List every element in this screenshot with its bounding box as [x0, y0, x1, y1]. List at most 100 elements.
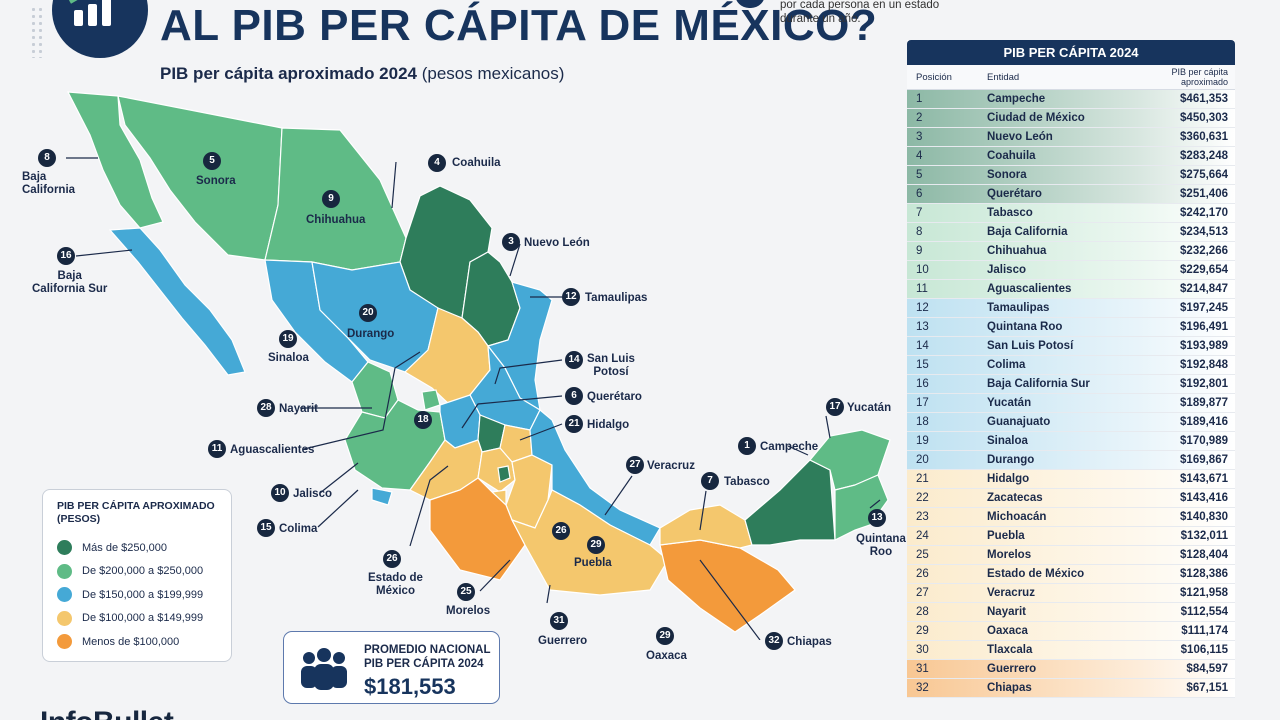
callout-number: 25: [457, 583, 475, 601]
callout-number: 15: [257, 519, 275, 537]
people-icon: [301, 648, 347, 690]
cell-name: Nayarit: [987, 606, 1026, 618]
legend-item: De $200,000 a $250,000: [57, 560, 217, 584]
table-row: 11 Aguascalientes $214,847: [907, 280, 1235, 299]
page-subtitle: PIB per cápita aproximado 2024 (pesos me…: [160, 64, 564, 84]
cell-name: Chihuahua: [987, 245, 1047, 257]
table-row: 12 Tamaulipas $197,245: [907, 299, 1235, 318]
cell-pos: 29: [916, 625, 929, 637]
cell-value: $140,830: [1180, 511, 1228, 523]
table-header: Posición Entidad PIB per cápita aproxima…: [907, 65, 1235, 90]
cell-value: $192,848: [1180, 359, 1228, 371]
cell-value: $189,877: [1180, 397, 1228, 409]
cell-name: Aguascalientes: [987, 283, 1072, 295]
cell-name: Jalisco: [987, 264, 1026, 276]
table-row: 9 Chihuahua $232,266: [907, 242, 1235, 261]
cell-value: $275,664: [1180, 169, 1228, 181]
cell-name: Coahuila: [987, 150, 1036, 162]
cell-pos: 18: [916, 416, 929, 428]
callout-number: 3: [502, 233, 520, 251]
callout-label: Morelos: [446, 605, 491, 617]
callout-number: 27: [626, 456, 644, 474]
legend-swatch: [57, 563, 72, 579]
cell-value: $106,115: [1180, 644, 1228, 656]
cell-name: Guanajuato: [987, 416, 1051, 428]
callout-label: Yucatán: [847, 402, 892, 414]
table-row: 5 Sonora $275,664: [907, 166, 1235, 185]
callout-number: 16: [57, 247, 75, 265]
cell-name: Yucatán: [987, 397, 1032, 409]
cell-pos: 26: [916, 568, 929, 580]
legend-item: De $100,000 a $149,999: [57, 607, 217, 631]
cell-pos: 21: [916, 473, 929, 485]
state-quintana-roo: [834, 474, 889, 541]
table-row: 14 San Luis Potosí $193,989: [907, 337, 1235, 356]
callout-label: Tabasco: [724, 476, 770, 488]
callout-label: Hidalgo: [587, 419, 630, 431]
bar-chart-icon: [69, 0, 111, 26]
callout-number: 20: [359, 304, 377, 322]
callout-label: Jalisco: [293, 488, 332, 500]
table-body: 1 Campeche $461,353 2 Ciudad de México $450,3…: [907, 90, 1235, 698]
subtitle-main: PIB per cápita aproximado 2024: [160, 64, 417, 83]
cell-value: $143,416: [1180, 492, 1228, 504]
table-row: 18 Guanajuato $189,416: [907, 413, 1235, 432]
header-entity: Entidad: [987, 71, 1020, 83]
cell-value: $283,248: [1180, 150, 1228, 162]
table-row: 30 Tlaxcala $106,115: [907, 641, 1235, 660]
cell-value: $360,631: [1180, 131, 1228, 143]
cell-value: $450,303: [1180, 112, 1228, 124]
cell-pos: 23: [916, 511, 929, 523]
cell-name: Veracruz: [987, 587, 1035, 599]
callout-label: Coahuila: [452, 157, 501, 169]
cell-pos: 17: [916, 397, 929, 409]
national-average-label-2: PIB PER CÁPITA 2024: [364, 658, 484, 670]
callout-label: Oaxaca: [646, 650, 687, 662]
legend-item: Menos de $100,000: [57, 630, 217, 654]
cell-value: $128,404: [1180, 549, 1228, 561]
callout-label: Durango: [347, 328, 395, 340]
cell-pos: 4: [916, 150, 923, 162]
cell-value: $192,801: [1180, 378, 1228, 390]
legend-swatch: [57, 634, 72, 650]
cell-pos: 1: [916, 93, 923, 105]
cell-value: $234,513: [1180, 226, 1228, 238]
cell-pos: 11: [916, 283, 928, 295]
header-note: por cada persona en un estado durante un…: [780, 0, 939, 26]
note-line-1: por cada persona en un estado: [780, 0, 940, 11]
callout-number: 9: [322, 190, 340, 208]
national-average-value: $181,553: [364, 674, 456, 699]
state-tabasco: [659, 504, 753, 549]
callout-label: Baja California: [22, 171, 76, 196]
table-row: 8 Baja California $234,513: [907, 223, 1235, 242]
table-row: 19 Sinaloa $170,989: [907, 432, 1235, 451]
header-value: PIB per cápita aproximado: [1171, 67, 1228, 87]
info-icon: [735, 0, 765, 8]
table-row: 31 Guerrero $84,597: [907, 660, 1235, 679]
cell-pos: 9: [916, 245, 923, 257]
state-ciudad-de-mexico: [497, 465, 511, 483]
callout-label: Tamaulipas: [585, 292, 648, 304]
state-aguascalientes: [421, 389, 441, 411]
cell-name: Nuevo León: [987, 131, 1053, 143]
cell-name: Morelos: [987, 549, 1032, 561]
cell-value: $143,671: [1180, 473, 1228, 485]
legend-label: Más de $250,000: [82, 541, 168, 554]
callout-label: Baja California Sur: [32, 270, 108, 295]
cell-pos: 10: [916, 264, 929, 276]
table-row: 15 Colima $192,848: [907, 356, 1235, 375]
callout-number: 1: [738, 437, 756, 455]
callout-number: 32: [765, 632, 783, 650]
cell-name: Puebla: [987, 530, 1025, 542]
brand-logo: InfoBullet: [40, 706, 174, 720]
legend-item: De $150,000 a $199,999: [57, 583, 217, 607]
table-row: 4 Coahuila $283,248: [907, 147, 1235, 166]
state-colima: [371, 487, 393, 506]
cell-pos: 5: [916, 169, 923, 181]
map-leader-lines: [66, 157, 881, 640]
cell-name: Durango: [987, 454, 1035, 466]
callout-number: 13: [868, 509, 886, 527]
cell-name: Tlaxcala: [987, 644, 1033, 656]
state-sonora: [117, 95, 283, 261]
callout-label: Guerrero: [538, 635, 588, 647]
